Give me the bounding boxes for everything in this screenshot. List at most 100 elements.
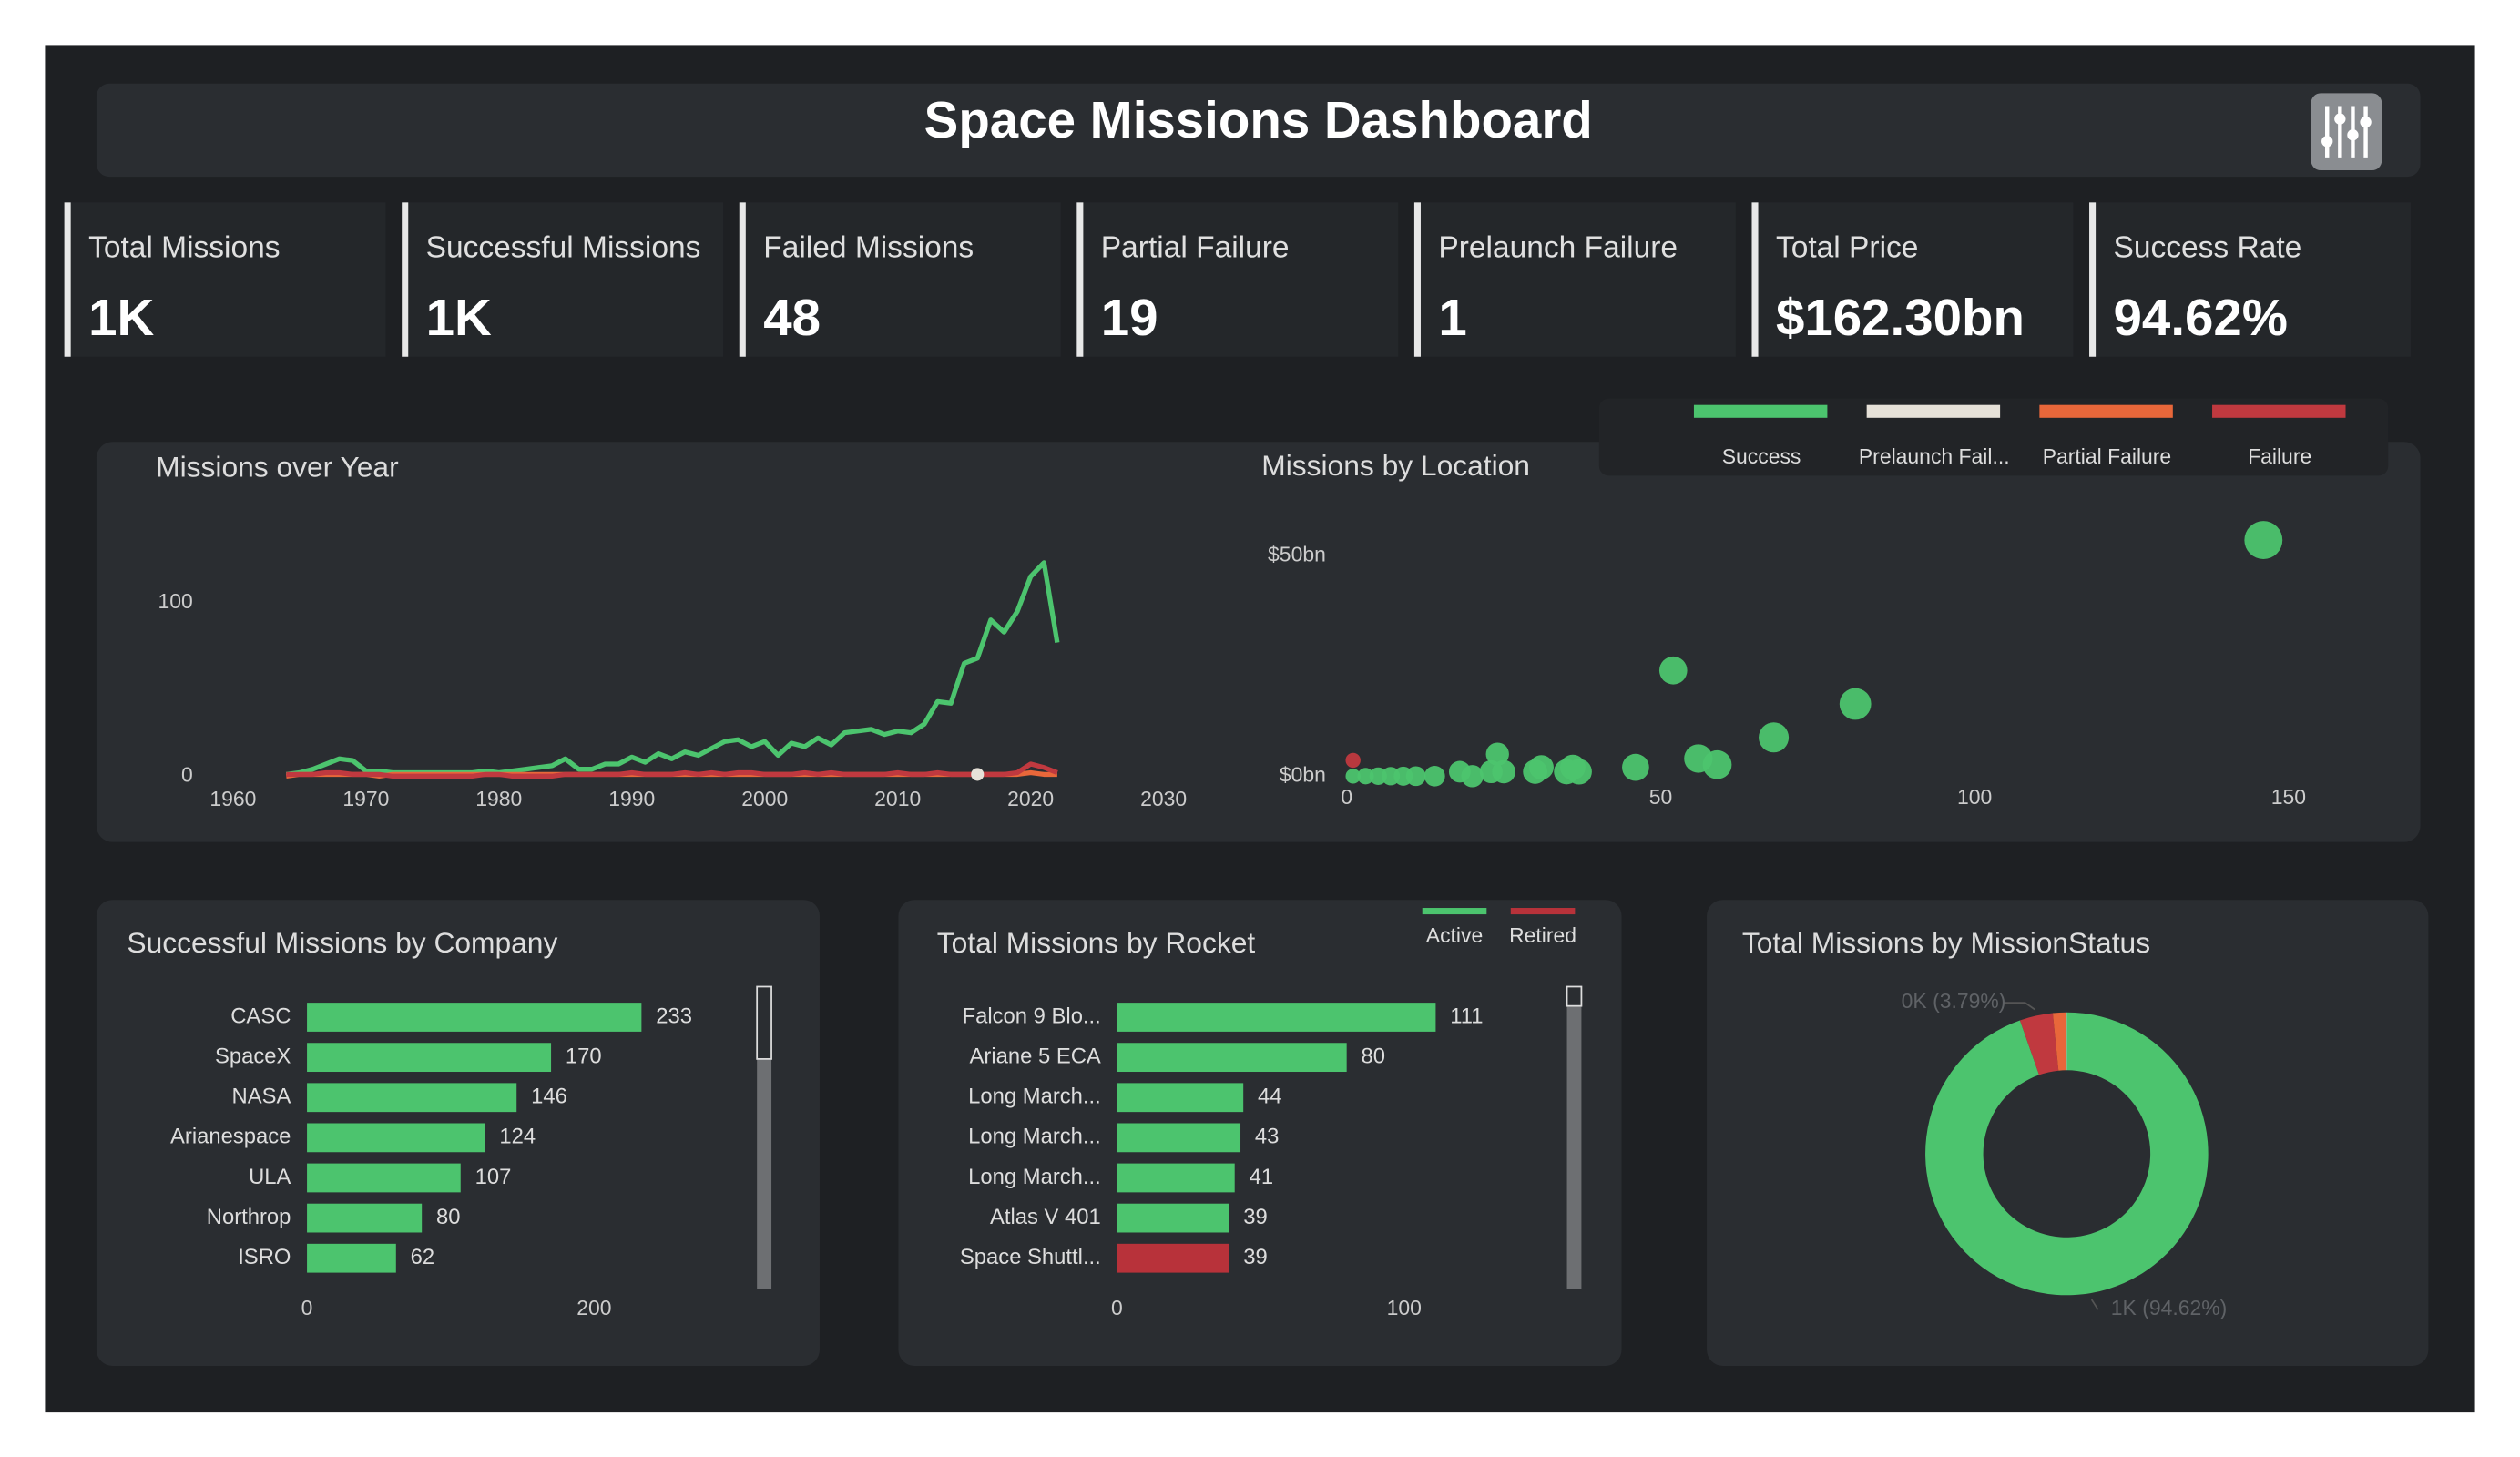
bar: [1117, 1203, 1229, 1233]
x-tick-label: 50: [1649, 785, 1673, 809]
chart-title: Missions over Year: [156, 451, 399, 484]
value-label: 43: [1255, 1125, 1280, 1149]
scrollbar[interactable]: [1566, 986, 1582, 1289]
scatter-point: [1566, 759, 1592, 785]
data-label: 1K (94.62%): [2111, 1296, 2228, 1319]
header-panel: [96, 83, 2421, 178]
value-label: 44: [1258, 1085, 1281, 1109]
scatter-point: [1345, 752, 1361, 769]
kpi-accent: [2089, 202, 2097, 357]
trend-panel: [96, 442, 2421, 842]
bar: [1117, 1003, 1436, 1032]
kpi-value: 1: [1438, 289, 1466, 346]
y-tick-label: NASA: [232, 1085, 291, 1109]
scroll-thumb[interactable]: [756, 985, 772, 1060]
kpi-card: [739, 202, 1061, 357]
kpi-card: [64, 202, 386, 357]
x-tick-label: 1990: [608, 787, 655, 810]
y-tick-label: $50bn: [1268, 543, 1326, 566]
scroll-thumb[interactable]: [1566, 985, 1583, 1007]
bar: [307, 1203, 423, 1233]
kpi-accent: [1751, 202, 1759, 357]
kpi-accent: [402, 202, 409, 357]
chart-title: Total Missions by Rocket: [937, 926, 1256, 959]
legend-swatch: [2039, 404, 2173, 418]
kpi-label: Successful Missions: [426, 230, 701, 264]
slider-lines: [2325, 106, 2368, 158]
kpi-accent: [64, 202, 71, 357]
chart-title: Successful Missions by Company: [127, 926, 557, 959]
legend-swatch: [1510, 908, 1576, 915]
slider-knob: [2321, 136, 2333, 148]
bar: [1117, 1083, 1244, 1113]
y-tick-label: Space Shuttl...: [960, 1245, 1101, 1269]
scatter-point: [1345, 769, 1361, 784]
line-series: [286, 761, 1058, 779]
scatter-point: [1529, 755, 1554, 780]
y-tick-label: Falcon 9 Blo...: [963, 1004, 1101, 1028]
donut-slice: [2066, 1012, 2067, 1071]
scatter-point: [1622, 753, 1649, 781]
y-tick-label: $0bn: [1280, 762, 1326, 786]
value-label: 41: [1250, 1165, 1274, 1189]
bar: [1117, 1243, 1229, 1273]
x-tick-label: 1980: [475, 787, 522, 810]
value-label: 170: [566, 1044, 602, 1068]
y-tick-label: Atlas V 401: [990, 1205, 1101, 1229]
kpi-accent: [1413, 202, 1421, 357]
kpi-label: Total Price: [1776, 230, 1918, 264]
y-tick-label: CASC: [230, 1004, 291, 1028]
scatter-point: [1759, 722, 1790, 753]
y-tick-label: 100: [158, 589, 192, 613]
kpi-value: 1K: [426, 289, 492, 346]
donut-slice: [2019, 1013, 2059, 1075]
value-label: 107: [475, 1165, 512, 1189]
bar: [307, 1163, 461, 1193]
bar: [307, 1243, 396, 1273]
status-panel: [1707, 900, 2429, 1366]
y-tick-label: ULA: [249, 1165, 291, 1189]
kpi-card: [1751, 202, 2074, 357]
value-label: 111: [1450, 1004, 1483, 1028]
kpi-value: 48: [763, 289, 821, 346]
rocket-panel: [898, 900, 1622, 1366]
data-label: 0K (3.79%): [1902, 989, 2006, 1013]
scatter-point: [1461, 765, 1484, 788]
y-tick-label: Arianespace: [170, 1125, 291, 1149]
scrollbar[interactable]: [757, 986, 772, 1289]
chart-title: Total Missions by MissionStatus: [1742, 926, 2150, 959]
y-tick-label: Northrop: [207, 1205, 291, 1229]
y-tick-label: Long March...: [968, 1125, 1101, 1149]
settings-icon[interactable]: [2311, 93, 2382, 171]
value-label: 39: [1243, 1205, 1268, 1229]
x-tick-label: 200: [576, 1296, 611, 1319]
settings-button[interactable]: [2311, 93, 2382, 171]
legend-swatch: [1866, 404, 2001, 418]
x-tick-label: 1960: [209, 787, 256, 810]
value-label: 233: [656, 1004, 692, 1028]
bar: [307, 1003, 642, 1032]
bar: [307, 1043, 552, 1073]
legend-label: Prelaunch Fail...: [1859, 444, 2010, 468]
value-label: 146: [531, 1085, 567, 1109]
kpi-label: Total Missions: [88, 230, 280, 264]
scatter-point: [2244, 521, 2283, 560]
leader-line: [2090, 1299, 2099, 1310]
x-tick-label: 100: [1387, 1296, 1422, 1319]
scatter-point: [1369, 767, 1387, 785]
legend-label: Retired: [1509, 923, 1576, 947]
kpi-accent: [1076, 202, 1084, 357]
kpi-value: 94.62%: [2114, 289, 2288, 346]
x-tick-label: 2030: [1140, 787, 1187, 810]
y-tick-label: 0: [181, 762, 193, 786]
value-label: 124: [499, 1125, 536, 1149]
scatter-point: [1485, 742, 1509, 766]
x-tick-label: 2020: [1007, 787, 1054, 810]
bar: [1117, 1163, 1235, 1193]
legend-swatch: [1422, 908, 1487, 915]
scatter-point: [1658, 656, 1688, 685]
slider-knob: [2347, 129, 2359, 141]
scatter-point: [1492, 759, 1515, 784]
